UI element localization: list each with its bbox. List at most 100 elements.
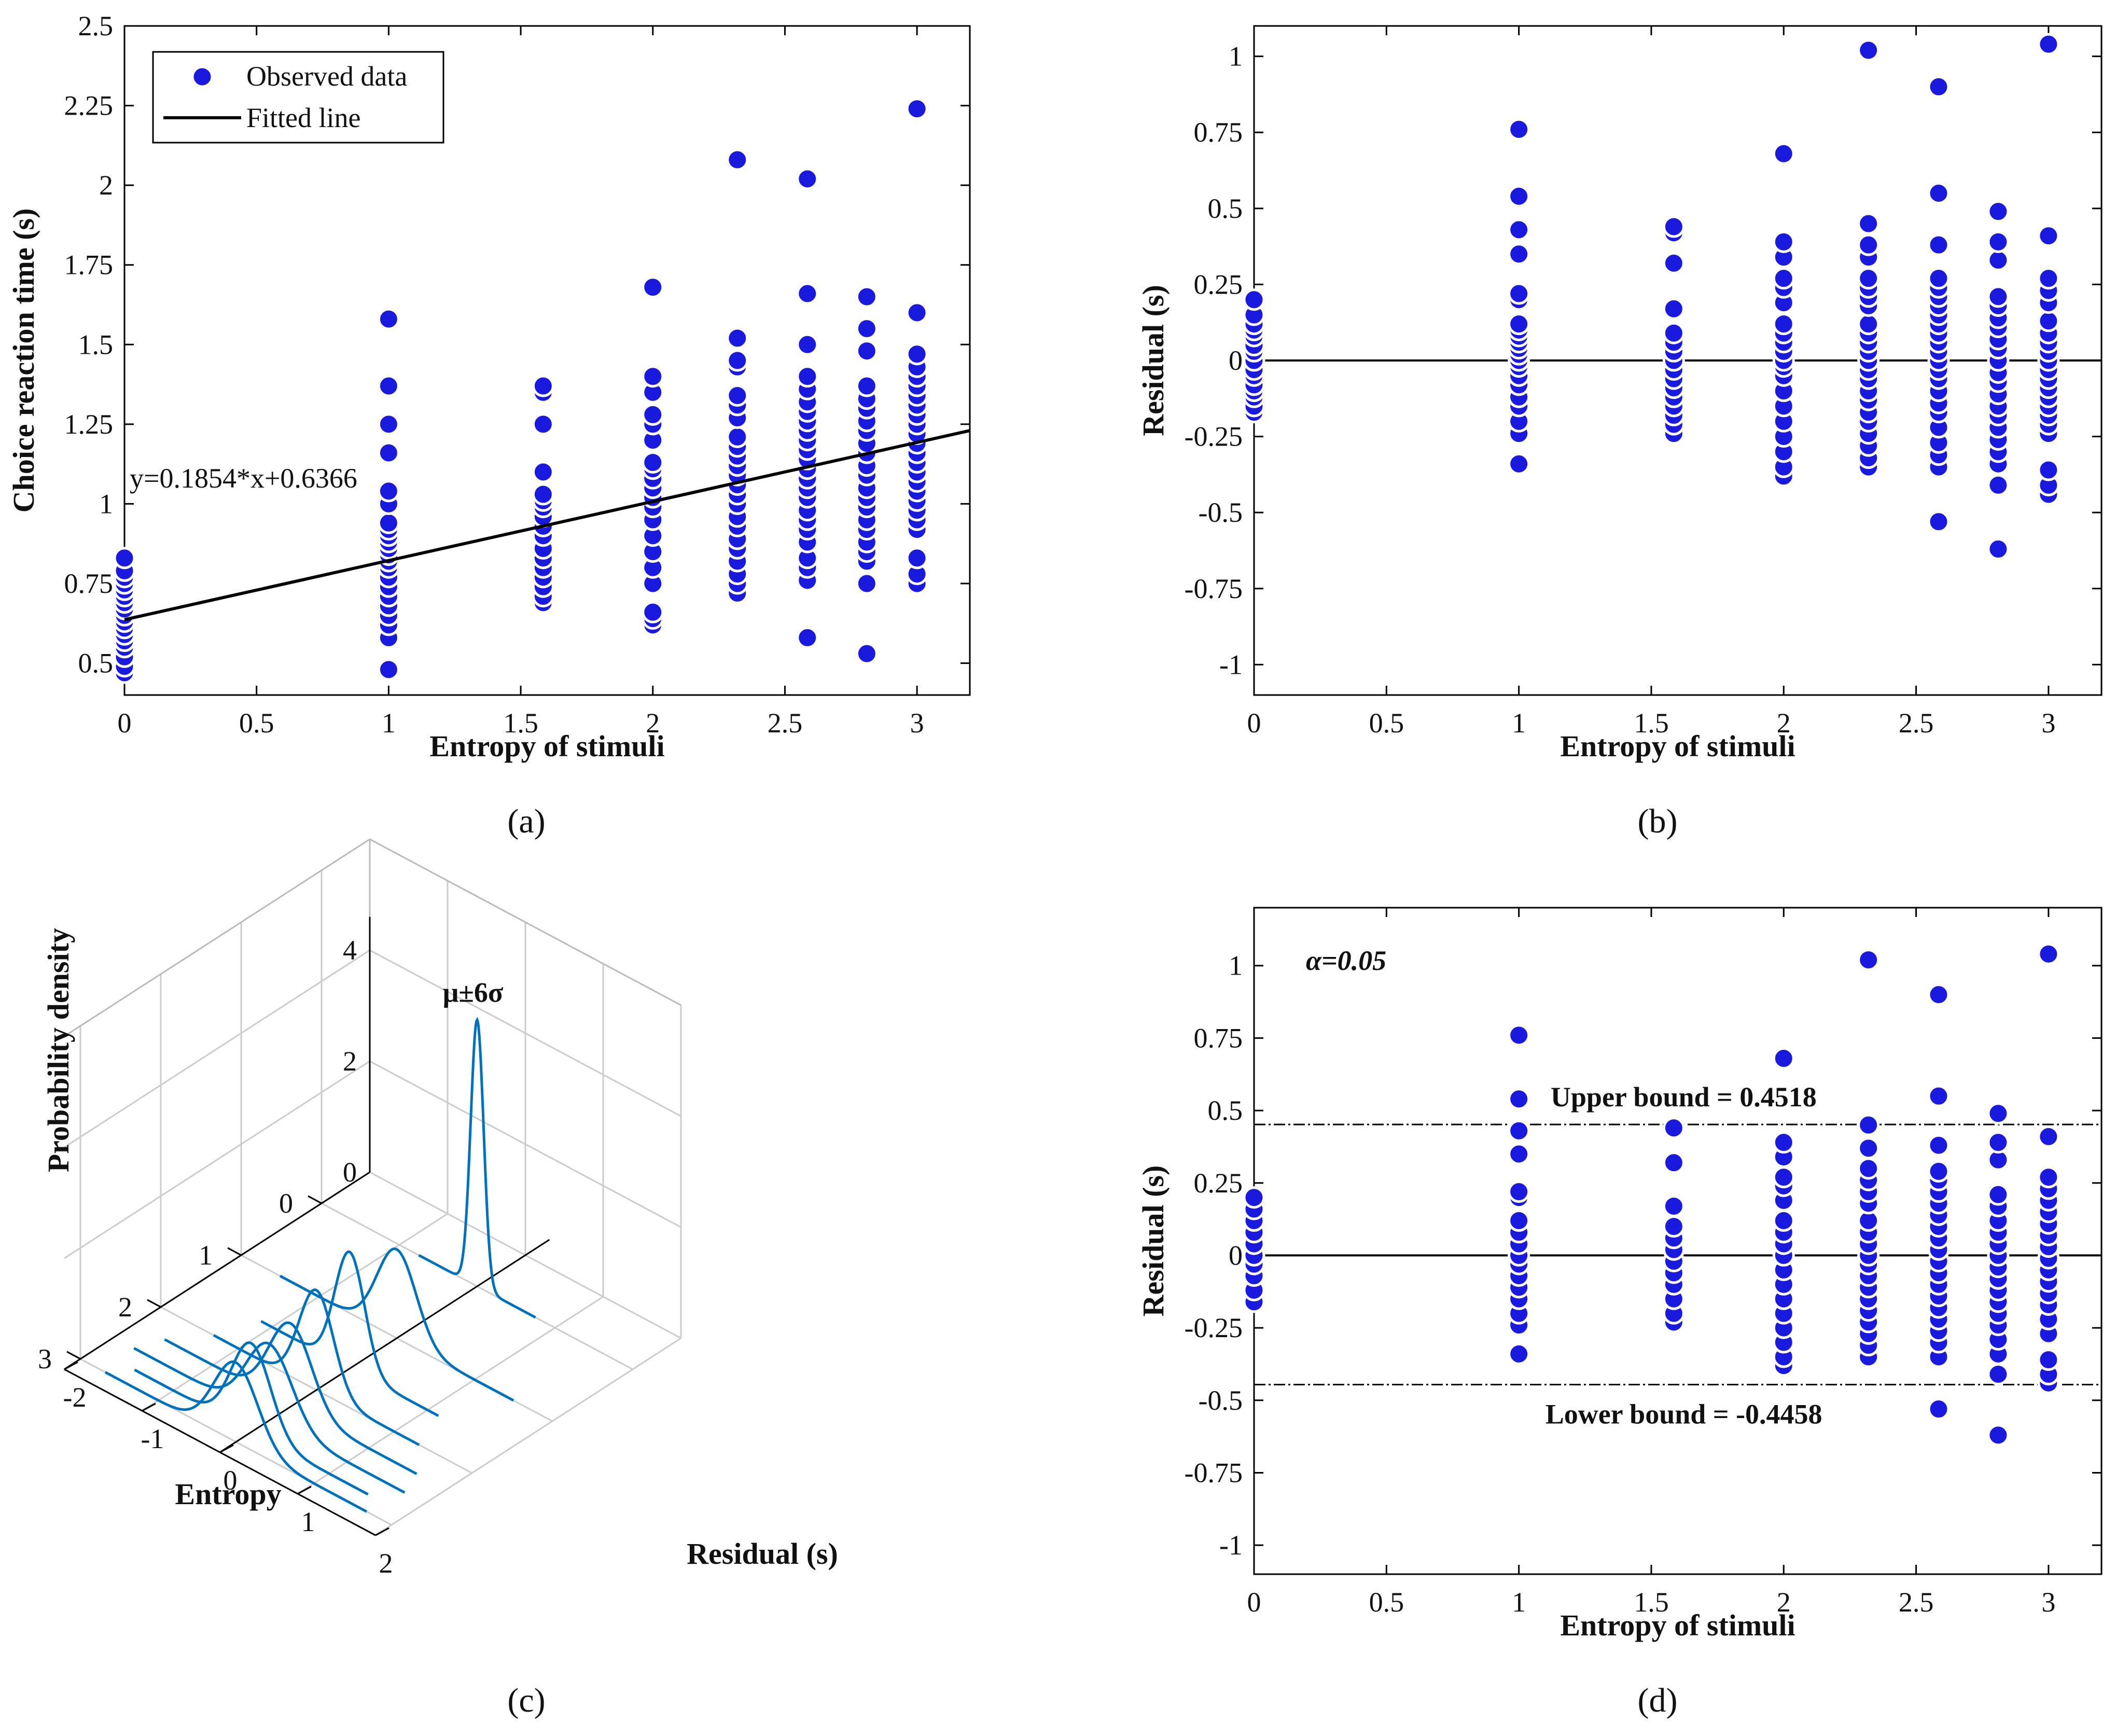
data-point [796,626,819,649]
grid-line [369,1060,681,1228]
entropy-tick-label: 2 [118,1291,132,1323]
entropy-tick-label: 1 [199,1240,213,1271]
data-point [1927,1160,1950,1183]
data-point [2037,459,2060,481]
data-point [796,333,819,356]
grid-line [375,1337,681,1536]
data-point [2037,1125,2060,1148]
legend-label-fitted: Fitted line [246,102,360,133]
x-tick-label: 2.5 [768,707,803,739]
entropy-tick-label: 0 [279,1188,293,1219]
y-tick-label: 0.25 [1194,1168,1243,1199]
density-tick-label: 2 [343,1046,357,1077]
data-point [1508,1024,1530,1047]
x-tick-label: 1.5 [1634,707,1669,739]
x-axis-label: Entropy of stimuli [429,729,664,763]
entropy-tick-label: 3 [38,1343,52,1374]
data-point [2037,310,2060,332]
data-point [796,282,819,305]
data-point [532,413,554,436]
data-point [1927,510,1950,533]
y-tick-label: -1 [1219,649,1243,680]
y-tick-label: 0.25 [1194,269,1243,300]
data-point [1508,218,1530,241]
data-point [532,374,554,397]
x-tick-label: 2.5 [1899,1587,1934,1618]
x-tick-label: 0.5 [239,707,274,739]
data-point [906,98,928,120]
y-tick-label: 2.5 [78,10,114,41]
data-point [1662,1215,1685,1238]
x-tick-label: 0 [1247,707,1261,739]
x-tick-label: 0.5 [1369,1587,1404,1618]
x-tick-label: 1 [1512,707,1526,739]
legend-label-observed: Observed data [246,61,407,92]
data-point [796,168,819,190]
data-point [1508,1143,1530,1165]
data-point [726,148,749,171]
x-tick-label: 1.5 [503,707,538,739]
y-tick-label: -1 [1219,1530,1243,1561]
grid-line [64,1060,370,1259]
grid-line [297,1296,604,1495]
data-point [906,343,928,366]
data-point [1508,282,1530,305]
data-point [642,365,664,388]
data-point [855,317,878,340]
grid-line [64,949,370,1148]
data-point [1662,297,1685,320]
data-point [642,601,664,623]
data-point [377,413,400,436]
y-tick-label: 1 [99,488,113,519]
y-tick-label: 1.75 [64,249,114,281]
data-point [1987,230,2010,253]
y-axis-label: Residual (s) [1136,285,1170,436]
upper-bound-label: Upper bound = 0.4518 [1551,1081,1817,1113]
data-point [1927,1398,1950,1421]
data-point [726,327,749,350]
y-tick-label: 0 [1229,345,1243,376]
y-tick-label: -0.75 [1185,1457,1243,1488]
data-point [1857,39,1880,62]
density-curve [279,1247,514,1402]
data-point [1772,1209,1795,1232]
data-point [1987,1102,2010,1125]
data-point [2037,942,2060,965]
data-point [1508,1119,1530,1142]
data-point [113,547,136,570]
data-point [1508,313,1530,336]
density-curve [134,1341,369,1496]
data-point [1987,538,2010,561]
legend: Observed data Fitted line [152,51,444,144]
data-point [726,349,749,372]
legend-marker-points [191,65,214,88]
data-point [377,441,400,464]
data-point [726,425,749,448]
y-tick-label: -0.75 [1185,573,1243,604]
x-axis-label: Entropy of stimuli [1560,729,1795,763]
x-tick-label: 0.5 [1369,707,1404,739]
y-tick-label: 1.5 [78,329,114,360]
density-tick-label: 4 [343,935,357,966]
data-point [855,374,878,397]
data-point [1662,252,1685,274]
fit-equation-label: y=0.1854*x+0.6366 [130,463,357,494]
data-point [906,547,928,570]
data-point [2037,225,2060,247]
data-point [1772,313,1795,336]
data-point [1857,313,1880,336]
y-tick-label: -0.25 [1185,421,1243,452]
density-curve [213,1288,420,1446]
data-point [2037,33,2060,55]
y-axis-label: Residual (s) [1136,1165,1170,1317]
entropy-tick-mark [308,1195,322,1204]
data-point [1772,1166,1795,1189]
y-tick-label: 1.25 [64,409,114,440]
y-tick-label: 0.5 [78,648,114,679]
data-point [1857,949,1880,971]
entropy-tick-mark [147,1299,161,1308]
y-tick-label: 1 [1229,950,1243,981]
data-point [1987,285,2010,308]
data-point [1927,267,1950,290]
